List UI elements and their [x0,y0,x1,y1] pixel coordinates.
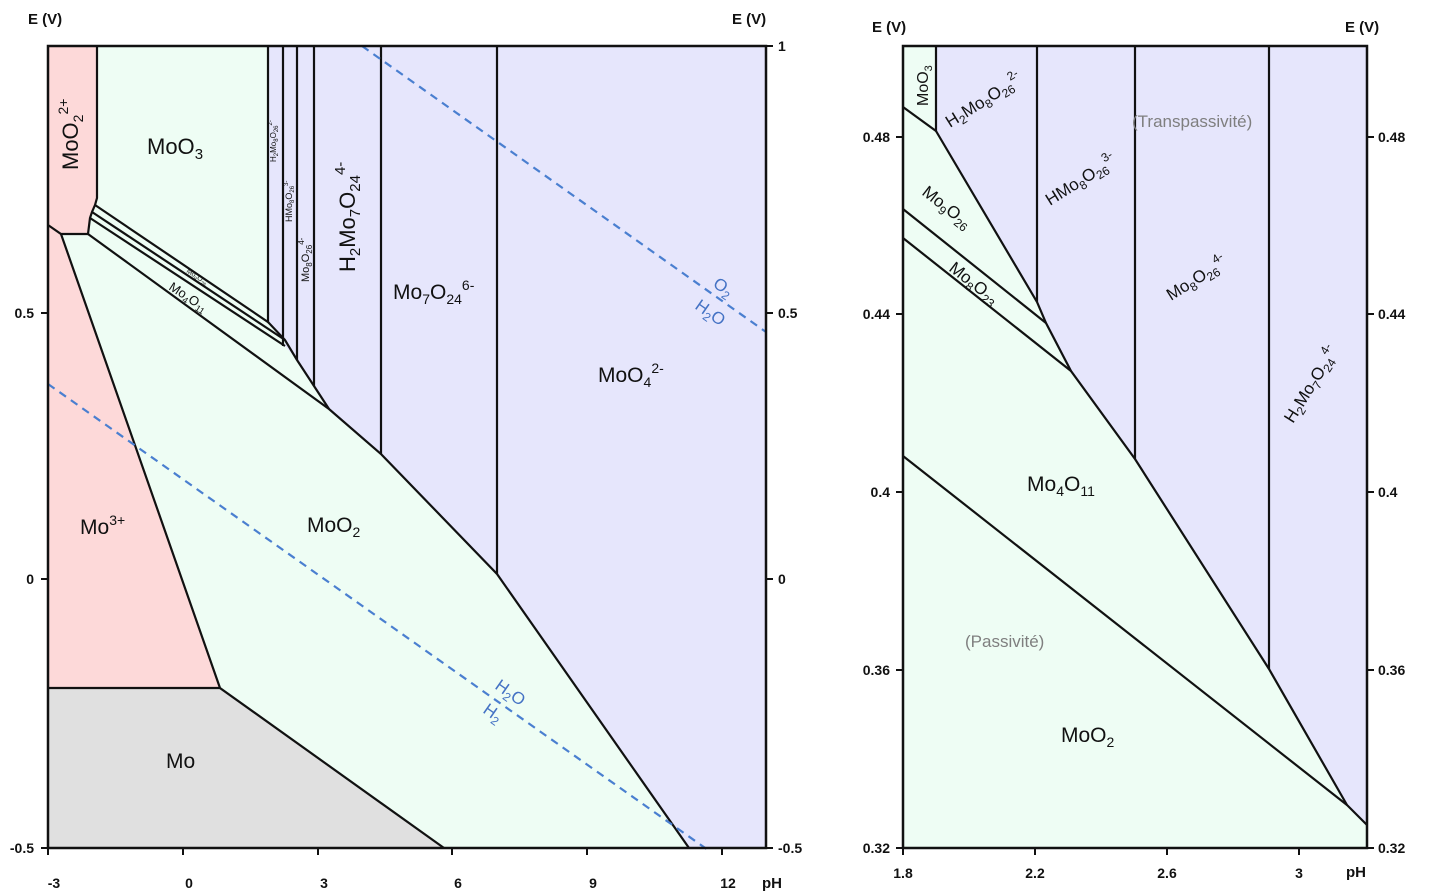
left-x-ticks [41,45,773,855]
region-fill-mo4o11 [903,238,1347,805]
right-y-axis-label-right: E (V) [1345,19,1379,36]
region-label-moo2: MoO2 [1061,724,1115,750]
right-y-axis-label: E (V) [872,19,906,36]
region-label-mo: Mo [166,750,195,773]
boundary-line [902,455,1348,806]
y-tick-label: 0.4 [871,484,891,500]
region-fill-moo2 [903,456,1367,848]
annotation-transpassivity: (Transpassivité) [1132,112,1252,131]
region-fill-moo2-2plus [48,46,97,234]
y-tick-label-right: 0.44 [1378,306,1405,322]
y-tick-label: 0.36 [863,662,890,678]
boundary-line [91,211,286,341]
water-line-h2 [47,383,709,851]
left-y-axis-label-right: E (V) [732,11,766,28]
boundary-line [89,217,286,347]
right-diagram: E (V) E (V) pH 1.8 2.2 2.6 3 0.48 0.44 0… [863,19,1406,881]
x-tick-label: 3 [320,875,328,891]
left-y-axis-label: E (V) [28,11,62,28]
region-label-moo2-2plus: MoO22+ [55,99,86,170]
x-tick-label: 0 [185,875,193,891]
boundary-line [935,130,1368,826]
x-tick-label: 1.8 [893,865,913,881]
region-fill-mo [48,688,444,848]
left-plot-frame [46,44,768,850]
x-tick-label: 2.6 [1157,865,1177,881]
y-tick-label-right: 0.32 [1378,840,1405,856]
region-fill-mo9o26 [92,205,285,340]
x-tick-label: 3 [1295,865,1303,881]
region-fill-mo4o11 [88,218,329,409]
y-tick-label: -0.5 [10,840,34,856]
y-tick-label: 0 [26,571,34,587]
region-label-moo3: MoO3 [147,134,203,163]
right-ticks [896,136,1374,855]
y-tick-label-right: 0 [778,571,786,587]
boundary-line [902,237,1072,372]
water-line-o2 [361,45,767,333]
boundary-line [902,208,1047,324]
annotation-passivity: (Passivité) [965,632,1044,651]
boundary-line [47,46,99,236]
region-fill-moo3 [903,46,936,131]
x-tick-label: -3 [48,875,61,891]
region-fill-moo2 [61,234,689,848]
region-label-moo2: MoO2 [307,514,361,540]
region-fill-mo8o23 [903,209,1071,371]
region-fill-mo8o23 [90,212,285,346]
region-fill-mo9o26 [903,107,1046,323]
y-tick-label-right: 0.4 [1378,484,1398,500]
y-tick-label: 0.32 [863,840,890,856]
x-tick-label: 9 [589,875,597,891]
region-label-moo3: MoO3 [915,65,935,106]
x-tick-label: 6 [454,875,462,891]
right-x-axis-label: pH [1346,864,1366,881]
y-tick-label: 0.48 [863,129,890,145]
right-plot-frame [901,44,1369,850]
region-fill-moo3 [95,46,268,322]
left-diagram: E (V) E (V) pH -3 0 3 6 9 12 0.5 0 -0.5 … [10,11,802,892]
y-tick-label-right: 0.48 [1378,129,1405,145]
y-tick-label-right: -0.5 [778,840,802,856]
region-fill-mo3plus [48,225,220,688]
y-tick-label-right: 1 [778,38,786,54]
y-tick-label-right: 0.5 [778,305,798,321]
region-label-mo7o24: Mo7O246- [393,277,475,307]
x-tick-label: 12 [720,875,736,891]
x-tick-label: 2.2 [1025,865,1045,881]
left-x-axis-label: pH [762,875,782,892]
y-tick-label: 0.44 [863,306,890,322]
y-tick-label-right: 0.36 [1378,662,1405,678]
y-tick-label: 0.5 [15,305,35,321]
